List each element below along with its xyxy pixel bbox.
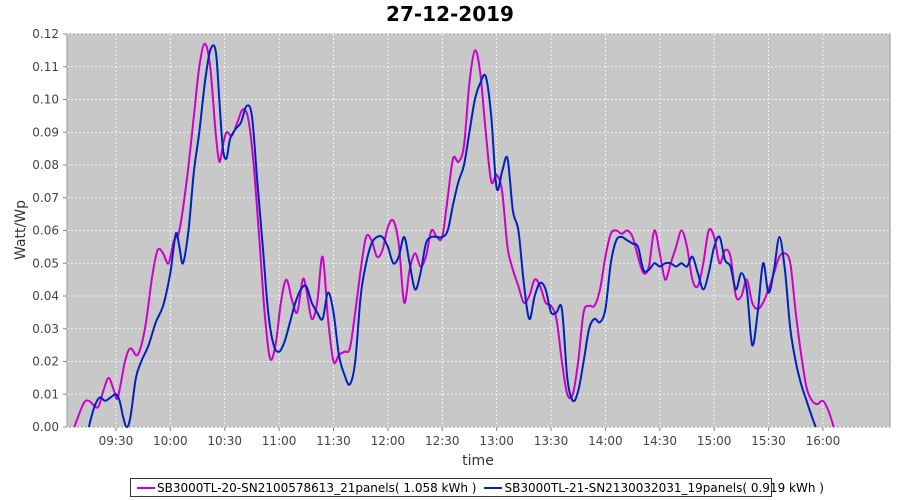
y-tick-label: 0.03 [32, 322, 59, 336]
y-tick-label: 0.00 [32, 420, 59, 434]
legend-swatch [137, 486, 155, 489]
y-tick-label: 0.05 [32, 256, 59, 270]
x-tick-label: 11:30 [316, 434, 351, 448]
legend-swatch [484, 486, 503, 489]
series-line-1 [73, 42, 835, 428]
x-tick-label: 11:00 [262, 434, 297, 448]
y-tick-label: 0.07 [32, 191, 59, 205]
x-tick-label: 14:00 [588, 434, 623, 448]
y-axis-label: Watt/Wp [13, 200, 29, 260]
x-tick-label: 16:00 [806, 434, 841, 448]
y-tick-label: 0.11 [32, 60, 59, 74]
x-tick-label: 12:30 [425, 434, 460, 448]
x-tick-label: 15:00 [697, 434, 732, 448]
x-tick-label: 15:30 [751, 434, 786, 448]
y-tick-label: 0.01 [32, 387, 59, 401]
legend-label: SB3000TL-20-SN2100578613_21panels( 1.058… [157, 480, 477, 495]
series-lines [73, 42, 835, 428]
plot-area [66, 33, 891, 428]
y-tick-label: 0.06 [32, 224, 59, 238]
legend-label: SB3000TL-21-SN2130032031_19panels( 0.919… [504, 480, 824, 495]
series-line-2 [87, 44, 817, 428]
y-tick-label: 0.04 [32, 289, 59, 303]
y-tick-label: 0.09 [32, 125, 59, 139]
legend-item-2: SB3000TL-21-SN2130032031_19panels( 0.919… [484, 480, 824, 495]
x-tick-label: 09:30 [99, 434, 134, 448]
chart-title: 27-12-2019 [386, 2, 514, 26]
x-tick-label: 13:00 [479, 434, 514, 448]
x-tick-label: 14:30 [642, 434, 677, 448]
y-tick-label: 0.02 [32, 355, 59, 369]
x-axis-label: time [462, 453, 494, 469]
x-tick-label: 12:00 [371, 434, 406, 448]
y-tick-label: 0.12 [32, 27, 59, 41]
x-tick-label: 10:00 [153, 434, 188, 448]
x-tick-label: 13:30 [534, 434, 569, 448]
x-tick-label: 10:30 [207, 434, 242, 448]
y-tick-label: 0.08 [32, 158, 59, 172]
legend-item-1: SB3000TL-20-SN2100578613_21panels( 1.058… [137, 481, 476, 495]
legend: SB3000TL-20-SN2100578613_21panels( 1.058… [130, 478, 824, 497]
tick-labels: 0.00 0.01 0.02 0.03 0.04 0.05 0.06 0.07 0.08 0.09… [32, 27, 840, 448]
y-tick-label: 0.10 [32, 93, 59, 107]
